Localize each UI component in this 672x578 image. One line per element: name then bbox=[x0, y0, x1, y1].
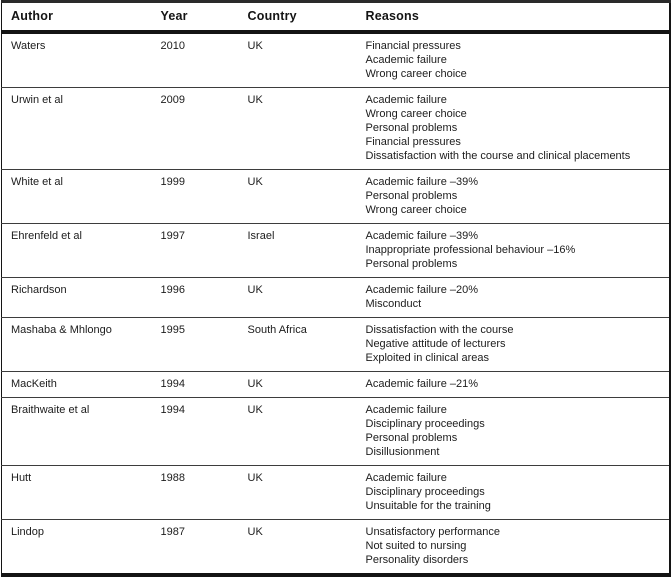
year-cell: 1994 bbox=[151, 397, 239, 466]
year-cell: 1996 bbox=[151, 277, 239, 318]
table-row: Ehrenfeld et al 1997 Israel Academic fai… bbox=[1, 223, 670, 278]
country-cell: UK bbox=[247, 40, 263, 52]
country-cell: UK bbox=[238, 371, 357, 398]
column-header-reasons: Reasons bbox=[356, 1, 670, 34]
country-cell: Israel bbox=[238, 223, 357, 278]
country-cell: South Africa bbox=[238, 317, 357, 372]
year-cell: 1988 bbox=[151, 465, 239, 520]
reason-line: Not suited to nursing bbox=[365, 540, 467, 552]
year-cell: 1994 bbox=[151, 371, 239, 398]
reason-line: Personal problems bbox=[365, 122, 458, 134]
author-cell: Waters bbox=[11, 40, 46, 52]
author-cell: Richardson bbox=[1, 277, 152, 318]
author-cell: Urwin et al bbox=[1, 87, 152, 170]
reason-line: Personal problems bbox=[365, 432, 458, 444]
table-row: Waters 2010 UK Financial pressures Academ… bbox=[2, 32, 671, 88]
country-cell: UK bbox=[238, 519, 357, 575]
reason-line: Academic failure bbox=[365, 54, 447, 66]
reason-line: Personal problems bbox=[365, 258, 458, 270]
year-cell: 1987 bbox=[151, 519, 239, 575]
column-header-author: Author bbox=[1, 1, 152, 34]
reasons-cell: Academic failure –39% Inappropriate profe… bbox=[356, 223, 670, 278]
reason-line: Negative attitude of lecturers bbox=[365, 338, 506, 350]
reason-line: Academic failure –39% bbox=[365, 230, 479, 242]
reasons-cell: Academic failure Disciplinary proceedings… bbox=[356, 397, 670, 466]
reason-line: Unsatisfactory performance bbox=[365, 526, 501, 538]
header-row: Author Year Country Reasons bbox=[1, 1, 670, 34]
reasons-cell: Academic failure –39% Personal problems Wr… bbox=[356, 169, 670, 224]
reason-line: Unsuitable for the training bbox=[365, 500, 491, 512]
reasons-cell: Academic failure Wrong career choice Perso… bbox=[356, 87, 670, 170]
reasons-cell: Dissatisfaction with the course Negative … bbox=[356, 317, 670, 372]
country-cell: UK bbox=[238, 277, 357, 318]
reason-line: Academic failure bbox=[365, 94, 447, 106]
reason-line: Inappropriate professional behaviour –16… bbox=[365, 244, 576, 256]
year-cell: 1995 bbox=[151, 317, 239, 372]
reason-line: Financial pressures bbox=[365, 40, 461, 52]
table-row: White et al 1999 UK Academic failure –39… bbox=[1, 169, 670, 224]
reason-line: Misconduct bbox=[365, 298, 422, 310]
column-header-country: Country bbox=[238, 1, 357, 34]
country-cell: UK bbox=[238, 169, 357, 224]
reason-line: Dissatisfaction with the course bbox=[365, 324, 514, 336]
table-row: Richardson 1996 UK Academic failure –20%… bbox=[1, 277, 670, 318]
year-cell: 1997 bbox=[151, 223, 239, 278]
author-cell: Lindop bbox=[1, 519, 152, 575]
reason-line: Wrong career choice bbox=[365, 204, 467, 216]
reason-line: Exploited in clinical areas bbox=[365, 352, 490, 364]
table-row: Urwin et al 2009 UK Academic failure Wron… bbox=[1, 87, 670, 170]
reason-line: Wrong career choice bbox=[365, 108, 467, 120]
table-row: Mashaba & Mhlongo 1995 South Africa Diss… bbox=[1, 317, 670, 372]
author-cell: White et al bbox=[1, 169, 152, 224]
author-cell: MacKeith bbox=[1, 371, 152, 398]
reasons-cell: Academic failure –21% bbox=[356, 371, 670, 398]
country-cell: UK bbox=[238, 87, 357, 170]
reasons-cell: Academic failure Disciplinary proceedings… bbox=[356, 465, 670, 520]
reasons-cell: Academic failure –20% Misconduct bbox=[356, 277, 670, 318]
reason-line: Academic failure –20% bbox=[365, 284, 479, 296]
reason-line: Disciplinary proceedings bbox=[365, 418, 485, 430]
reason-line: Academic failure bbox=[365, 404, 447, 416]
reasons-cell: Unsatisfactory performance Not suited to … bbox=[356, 519, 670, 575]
column-header-year: Year bbox=[151, 1, 239, 34]
reason-line: Dissatisfaction with the course and clin… bbox=[365, 150, 631, 162]
reason-line: Personal problems bbox=[365, 190, 458, 202]
table-body: Waters 2010 UK Financial pressures Academ… bbox=[1, 32, 671, 575]
country-cell: UK bbox=[238, 465, 357, 520]
reason-line: Academic failure –21% bbox=[365, 378, 479, 390]
table-row: Braithwaite et al 1994 UK Academic failu… bbox=[1, 397, 670, 466]
reasons-cell: Financial pressures Academic failure Wrong… bbox=[357, 32, 671, 88]
reason-line: Academic failure bbox=[365, 472, 447, 484]
reason-line: Wrong career choice bbox=[365, 68, 467, 80]
author-cell: Braithwaite et al bbox=[1, 397, 152, 466]
author-cell: Mashaba & Mhlongo bbox=[1, 317, 152, 372]
reason-line: Disillusionment bbox=[365, 446, 440, 458]
reason-line: Disciplinary proceedings bbox=[365, 486, 485, 498]
reason-line: Personality disorders bbox=[365, 554, 469, 566]
reason-line: Financial pressures bbox=[365, 136, 461, 148]
author-cell: Ehrenfeld et al bbox=[1, 223, 152, 278]
author-cell: Hutt bbox=[1, 465, 152, 520]
year-cell: 2010 bbox=[160, 40, 185, 52]
table-row: MacKeith 1994 UK Academic failure –21% bbox=[1, 371, 670, 398]
year-cell: 2009 bbox=[151, 87, 239, 170]
country-cell: UK bbox=[238, 397, 357, 466]
table-row: Lindop 1987 UK Unsatisfactory performanc… bbox=[1, 519, 670, 575]
reason-line: Academic failure –39% bbox=[365, 176, 479, 188]
table-header: Author Year Country Reasons bbox=[1, 1, 670, 34]
year-cell: 1999 bbox=[151, 169, 239, 224]
table-row: Hutt 1988 UK Academic failure Disciplinar… bbox=[1, 465, 670, 520]
